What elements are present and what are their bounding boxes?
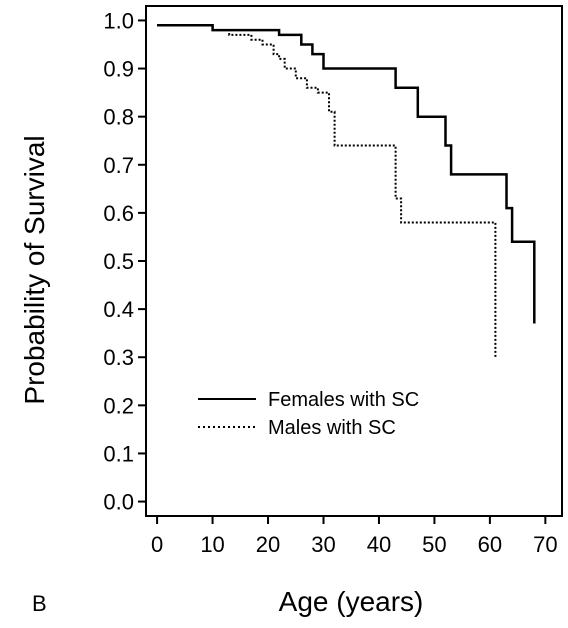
x-tick-label: 40 [367,532,391,557]
series-line-males [157,24,497,358]
y-axis-ticks: 0.0 0.1 0.2 0.3 0.4 0.5 0.6 0.7 0.8 0.9 1.0 [103,8,146,515]
legend-label-males: Males with SC [268,417,396,439]
y-tick-label: 0.5 [103,249,134,274]
x-tick-label: 20 [256,532,280,557]
y-tick-label: 0.6 [103,201,134,226]
x-tick-label: 0 [151,532,163,557]
x-tick-label: 30 [311,532,335,557]
y-tick-label: 0.7 [103,153,134,178]
y-axis-title: Probability of Survival [19,135,50,404]
x-axis-ticks: 0 10 20 30 40 50 60 70 [151,516,558,557]
y-tick-label: 0.3 [103,345,134,370]
y-tick-label: 0.9 [103,57,134,82]
x-tick-label: 50 [422,532,446,557]
x-tick-label: 60 [478,532,502,557]
y-tick-label: 0.8 [103,105,134,130]
series-line-females [157,23,536,324]
legend-label-females: Females with SC [268,389,419,411]
x-tick-label: 10 [200,532,224,557]
y-tick-label: 1.0 [103,8,134,33]
x-tick-label: 70 [533,532,557,557]
x-axis-title: Age (years) [279,586,424,617]
y-tick-label: 0.0 [103,490,134,515]
panel-letter: B [32,591,47,616]
plot-frame [145,5,563,517]
y-tick-label: 0.2 [103,393,134,418]
y-tick-label: 0.4 [103,297,134,322]
legend: Females with SC Males with SC [198,389,419,439]
y-tick-label: 0.1 [103,441,134,466]
series-lines [157,23,536,358]
